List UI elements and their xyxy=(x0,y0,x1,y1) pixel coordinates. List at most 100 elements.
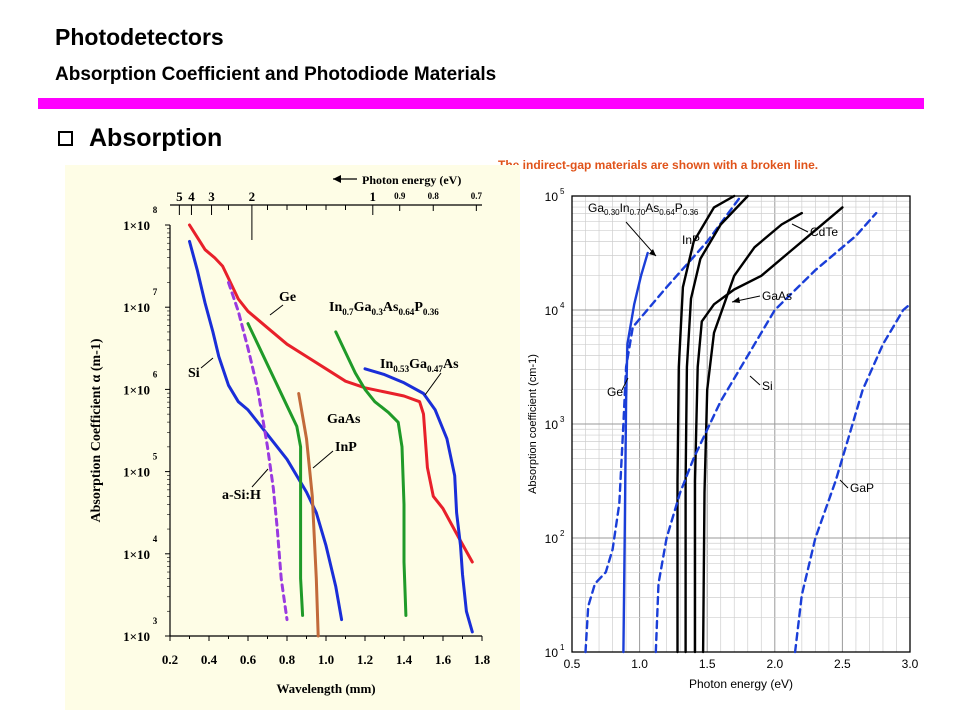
left-y-tick-label: 1×10 xyxy=(123,629,150,644)
left-y-tick-exponent: 6 xyxy=(153,369,158,379)
right-y-tick-label: 10 xyxy=(545,646,559,660)
series-line-in0-7ga0-3as0-64p0-36 xyxy=(334,330,408,617)
right-arrowhead-gainasp xyxy=(649,249,656,256)
left-y-tick-label: 1×10 xyxy=(123,218,150,233)
left-x-tick-label: 1.4 xyxy=(396,652,413,667)
left-x-tick-label: 1.6 xyxy=(435,652,452,667)
right-leader-gap xyxy=(839,479,849,489)
label-inp: InP xyxy=(335,440,357,455)
right-leader-cdte xyxy=(791,223,809,233)
left-x-tick-label: 0.2 xyxy=(162,652,178,667)
right-plot-frame xyxy=(571,195,911,653)
leader-si xyxy=(200,357,214,369)
left-y-tick-exponent: 4 xyxy=(153,534,158,544)
left-absorption-chart: 0.2 0.4 0.6 0.8 1.0 1.2 1.4 1.6 1.81×1031×1041×1… xyxy=(89,173,491,696)
left-top-tick-label: 1 xyxy=(370,189,377,204)
left-top-axis-label: Photon energy (eV) xyxy=(362,173,461,187)
label-ingaas: In0.53Ga0.47As xyxy=(380,357,459,374)
right-y-tick-exponent: 1 xyxy=(560,643,565,652)
right-y-tick-exponent: 3 xyxy=(560,415,565,424)
left-x-tick-label: 0.8 xyxy=(279,652,296,667)
right-leader-gainasp xyxy=(625,221,657,257)
left-y-tick-label: 1×10 xyxy=(123,465,150,480)
leader-a-si-h xyxy=(251,468,269,488)
right-series-gaas xyxy=(693,206,844,654)
checkbox-bullet-icon xyxy=(58,131,73,146)
right-label-gainasp: Ga0.30In0.70As0.64P0.36 xyxy=(588,201,699,217)
right-y-tick-label: 10 xyxy=(545,304,559,318)
left-chart-panel xyxy=(65,165,520,710)
leader-inp xyxy=(312,450,334,469)
right-label-inp: InP xyxy=(682,233,700,247)
right-leader-ge xyxy=(621,377,629,391)
right-label-si: Si xyxy=(762,379,773,393)
right-y-tick-exponent: 2 xyxy=(560,529,565,538)
indirect-gap-note: The indirect-gap materials are shown wit… xyxy=(498,158,819,172)
series-line-a-si-h xyxy=(227,281,289,622)
right-x-tick-label: 2.5 xyxy=(834,657,851,671)
leader-ge xyxy=(269,304,284,316)
page-subtitle: Absorption Coefficient and Photodiode Ma… xyxy=(55,64,497,85)
right-series-in0-70ga0-30as0-64p0-36 xyxy=(676,194,736,654)
series-line-in0-53ga0-47as xyxy=(363,367,474,634)
left-y-tick-exponent: 8 xyxy=(153,205,158,215)
left-y-tick-exponent: 5 xyxy=(153,452,158,462)
left-top-tick-label: 2 xyxy=(249,189,256,204)
right-series-ge-indirect xyxy=(584,194,743,654)
right-x-axis-label: Photon energy (eV) xyxy=(689,677,793,691)
label-si: Si xyxy=(188,366,200,381)
right-series-ge xyxy=(622,251,649,654)
left-y-tick-label: 1×10 xyxy=(123,382,150,397)
series-line-inp xyxy=(297,392,320,638)
leader-ingaas xyxy=(424,372,442,396)
label-ge: Ge xyxy=(279,290,296,305)
left-top-tick-label: 0.7 xyxy=(471,191,483,201)
left-y-axis-label: Absorption Coefficient α (m-1) xyxy=(89,338,104,522)
right-y-tick-label: 10 xyxy=(545,190,559,204)
left-y-tick-label: 1×10 xyxy=(123,547,150,562)
left-x-tick-label: 0.6 xyxy=(240,652,257,667)
left-y-tick-exponent: 7 xyxy=(153,287,158,297)
left-x-tick-label: 1.0 xyxy=(318,652,334,667)
section-title: Absorption xyxy=(89,124,223,152)
right-x-tick-label: 1.5 xyxy=(699,657,716,671)
accent-divider xyxy=(38,98,924,109)
right-x-tick-label: 1.0 xyxy=(631,657,648,671)
right-y-tick-exponent: 4 xyxy=(560,301,565,310)
right-series-gap xyxy=(793,303,912,654)
left-y-tick-exponent: 3 xyxy=(153,616,158,626)
left-top-tick-label: 0.8 xyxy=(428,191,440,201)
right-label-gaas: GaAs xyxy=(762,289,792,303)
label-ingaasp: In0.7Ga0.3As0.64P0.36 xyxy=(329,300,439,317)
right-y-tick-label: 10 xyxy=(545,532,559,546)
series-line-ge xyxy=(188,223,474,564)
right-y-tick-label: 10 xyxy=(545,418,559,432)
right-series-cdte xyxy=(701,211,803,654)
right-y-axis-label: Absorption coefficient (cm-1) xyxy=(527,354,539,494)
right-label-ge: Ge xyxy=(607,385,623,399)
left-x-tick-label: 1.8 xyxy=(474,652,491,667)
left-x-tick-label: 0.4 xyxy=(201,652,218,667)
left-x-tick-label: 1.2 xyxy=(357,652,373,667)
left-x-axis-label: Wavelength (mm) xyxy=(276,681,375,696)
page-title: Photodetectors xyxy=(55,24,224,50)
section-heading: Absorption xyxy=(58,124,222,153)
right-arrowhead-gaas xyxy=(732,297,740,303)
right-leader-si xyxy=(749,375,761,386)
series-line-gaas xyxy=(246,322,305,617)
right-y-tick-exponent: 5 xyxy=(560,187,565,196)
series-line-si xyxy=(188,239,344,622)
right-x-tick-label: 0.5 xyxy=(564,657,581,671)
label-a-si-h: a-Si:H xyxy=(222,488,261,503)
left-top-tick-label: 5 xyxy=(176,189,183,204)
left-top-tick-label: 0.9 xyxy=(394,191,406,201)
right-label-gap: GaP xyxy=(850,481,874,495)
label-gaas: GaAs xyxy=(327,412,361,427)
right-x-tick-label: 3.0 xyxy=(902,657,919,671)
right-x-tick-label: 2.0 xyxy=(766,657,783,671)
left-top-tick-label: 4 xyxy=(188,189,195,204)
left-top-tick-label: 3 xyxy=(208,189,215,204)
left-y-tick-label: 1×10 xyxy=(123,300,150,315)
right-label-cdte: CdTe xyxy=(810,225,838,239)
